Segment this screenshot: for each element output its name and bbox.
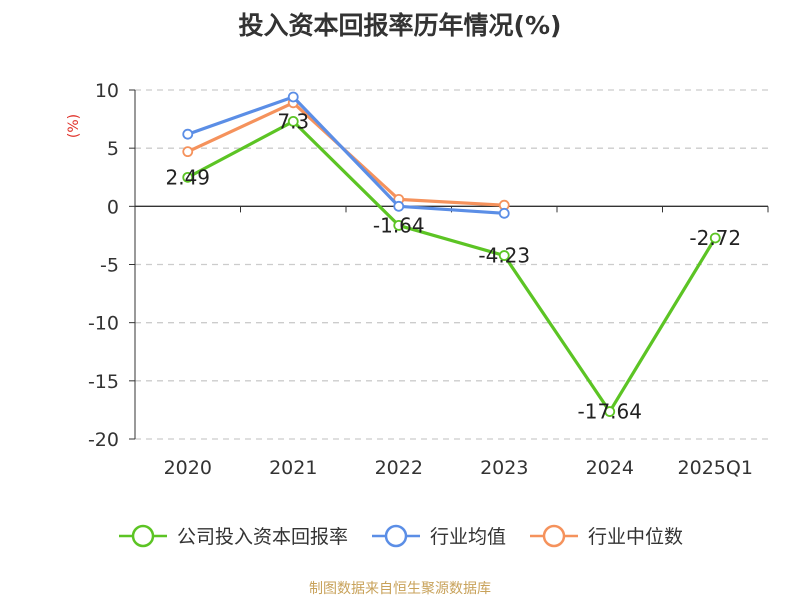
- y-tick-label: -10: [88, 313, 119, 335]
- data-point: [604, 406, 616, 417]
- series-line: [187, 95, 505, 215]
- y-tick-label: 0: [107, 196, 119, 218]
- y-tick-label: -20: [88, 429, 119, 451]
- data-point: [498, 207, 510, 219]
- legend-item[interactable]: 行业中位数: [528, 522, 683, 549]
- data-point: [287, 91, 299, 103]
- y-tick-label: 10: [95, 80, 119, 102]
- y-tick-label: -15: [88, 371, 119, 393]
- x-tick-label: 2025Q1: [678, 457, 753, 479]
- legend-marker-icon: [371, 524, 420, 547]
- data-label: 2.49: [165, 165, 210, 189]
- y-tick-label: 5: [107, 138, 119, 160]
- y-tick-label: -5: [100, 255, 119, 277]
- y-axis-label: (%): [66, 114, 82, 138]
- x-tick-label: 2023: [480, 457, 528, 479]
- x-tick-label: 2020: [164, 457, 212, 479]
- x-tick-label: 2022: [375, 457, 423, 479]
- legend-marker-icon: [530, 524, 578, 547]
- data-point: [182, 146, 194, 158]
- data-label: -17.64: [578, 400, 642, 424]
- data-label: -1.64: [373, 213, 425, 237]
- legend-marker-icon: [118, 524, 167, 547]
- data-point: [709, 232, 721, 244]
- data-label: -4.23: [478, 244, 530, 268]
- legend-label: 行业均值: [429, 526, 506, 548]
- data-label: 7.3: [277, 109, 309, 133]
- legend-label: 行业中位数: [588, 526, 684, 548]
- legend-item[interactable]: 公司投入资本回报率: [117, 522, 348, 549]
- data-label: -2.72: [689, 226, 741, 250]
- data-point: [182, 171, 194, 183]
- series-line: [187, 119, 717, 414]
- data-point: [393, 220, 405, 231]
- legend-item[interactable]: 行业均值: [370, 522, 506, 549]
- x-tick-label: 2024: [586, 457, 634, 479]
- chart-title: 投入资本回报率历年情况(%): [238, 11, 562, 40]
- source-note: 制图数据来自恒生聚源数据库: [309, 581, 491, 597]
- chart-legend: 公司投入资本回报率 行业均值 行业中位数: [0, 522, 800, 549]
- data-point: [393, 200, 405, 212]
- data-point: [498, 250, 510, 261]
- legend-label: 公司投入资本回报率: [176, 526, 348, 548]
- data-point: [287, 116, 299, 127]
- data-point: [182, 128, 194, 140]
- x-tick-label: 2021: [269, 457, 317, 479]
